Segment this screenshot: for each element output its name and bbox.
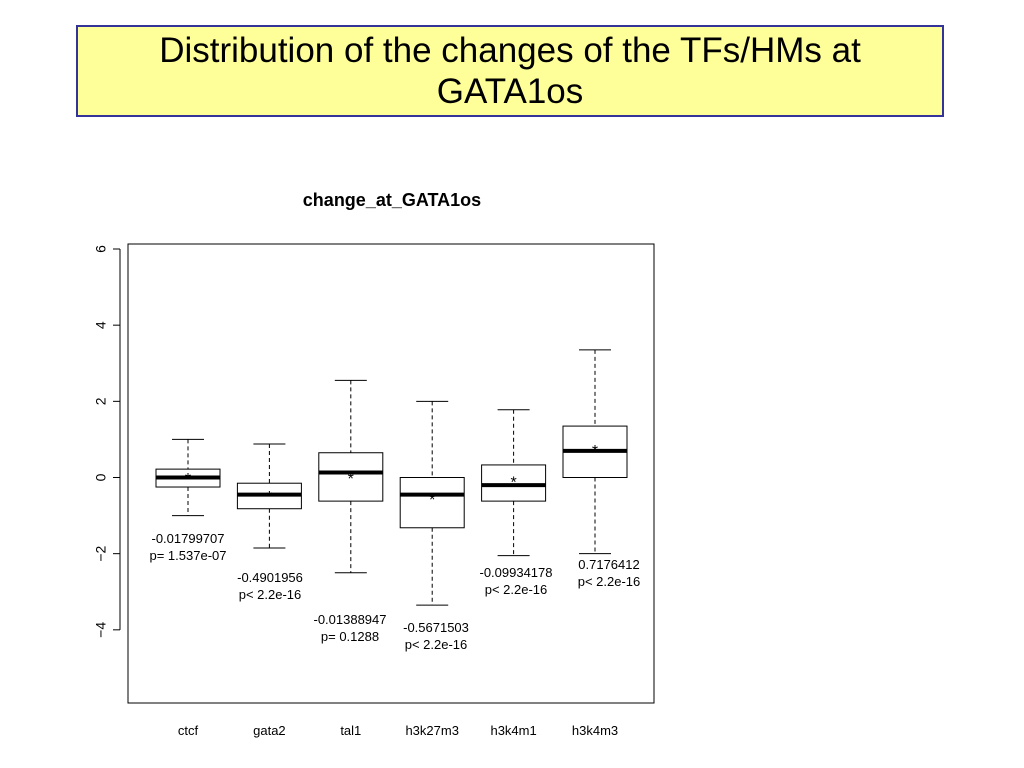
box-h3k4m3: *	[562, 349, 628, 555]
box-annotation-line: -0.01388947	[313, 612, 386, 627]
y-tick-label: −4	[93, 622, 109, 638]
box-h3k4m1: *	[481, 409, 547, 557]
slide-title: Distribution of the changes of the TFs/H…	[76, 25, 944, 117]
y-tick-label: 2	[93, 397, 109, 405]
box-annotation-line: -0.01799707	[151, 531, 224, 546]
boxes: * * * * * *	[155, 349, 628, 606]
box-rect	[481, 464, 547, 502]
x-tick-label: h3k4m1	[490, 723, 536, 738]
y-tick-label: 0	[93, 473, 109, 481]
box-rect	[318, 452, 384, 502]
box-annotation-line: p< 2.2e-16	[239, 587, 302, 602]
mean-marker: *	[185, 471, 191, 488]
y-axis: −4 −2 0 2 4 6	[93, 245, 121, 638]
box-annotation-line: p< 2.2e-16	[405, 637, 468, 652]
box-annotation-line: -0.09934178	[479, 565, 552, 580]
y-tick-label: −2	[93, 545, 109, 561]
mean-marker: *	[592, 443, 598, 460]
x-tick-label: h3k27m3	[405, 723, 458, 738]
y-tick-label: 4	[93, 321, 109, 329]
box-annotation-line: -0.5671503	[403, 620, 469, 635]
plot-frame	[127, 243, 655, 704]
box-annotation-line: p< 2.2e-16	[578, 574, 641, 589]
mean-marker: *	[266, 489, 272, 506]
mean-marker: *	[429, 492, 435, 509]
x-tick-label: ctcf	[178, 723, 199, 738]
box-ctcf: *	[155, 438, 221, 517]
x-tick-label: gata2	[253, 723, 286, 738]
mean-marker: *	[510, 474, 516, 491]
mean-marker: *	[348, 471, 354, 488]
box-rect	[399, 477, 465, 529]
box-annotations: -0.01799707 p= 1.537e-07 -0.4901956 p< 2.2e…	[150, 531, 641, 652]
x-tick-label: h3k4m3	[572, 723, 618, 738]
box-h3k27m3: *	[399, 400, 465, 606]
box-annotation-line: p< 2.2e-16	[485, 582, 548, 597]
box-annotation-line: 0.7176412	[578, 557, 639, 572]
box-annotation-line: p= 0.1288	[321, 629, 379, 644]
box-tal1: *	[318, 379, 384, 574]
y-tick-label: 6	[93, 245, 109, 253]
box-annotation-line: p= 1.537e-07	[150, 548, 227, 563]
x-tick-label: tal1	[340, 723, 361, 738]
x-axis-labels: ctcf gata2 tal1 h3k27m3 h3k4m1 h3k4m3	[178, 723, 618, 738]
chart-title: change_at_GATA1os	[303, 190, 481, 210]
box-annotation-line: -0.4901956	[237, 570, 303, 585]
box-gata2: *	[236, 443, 302, 549]
